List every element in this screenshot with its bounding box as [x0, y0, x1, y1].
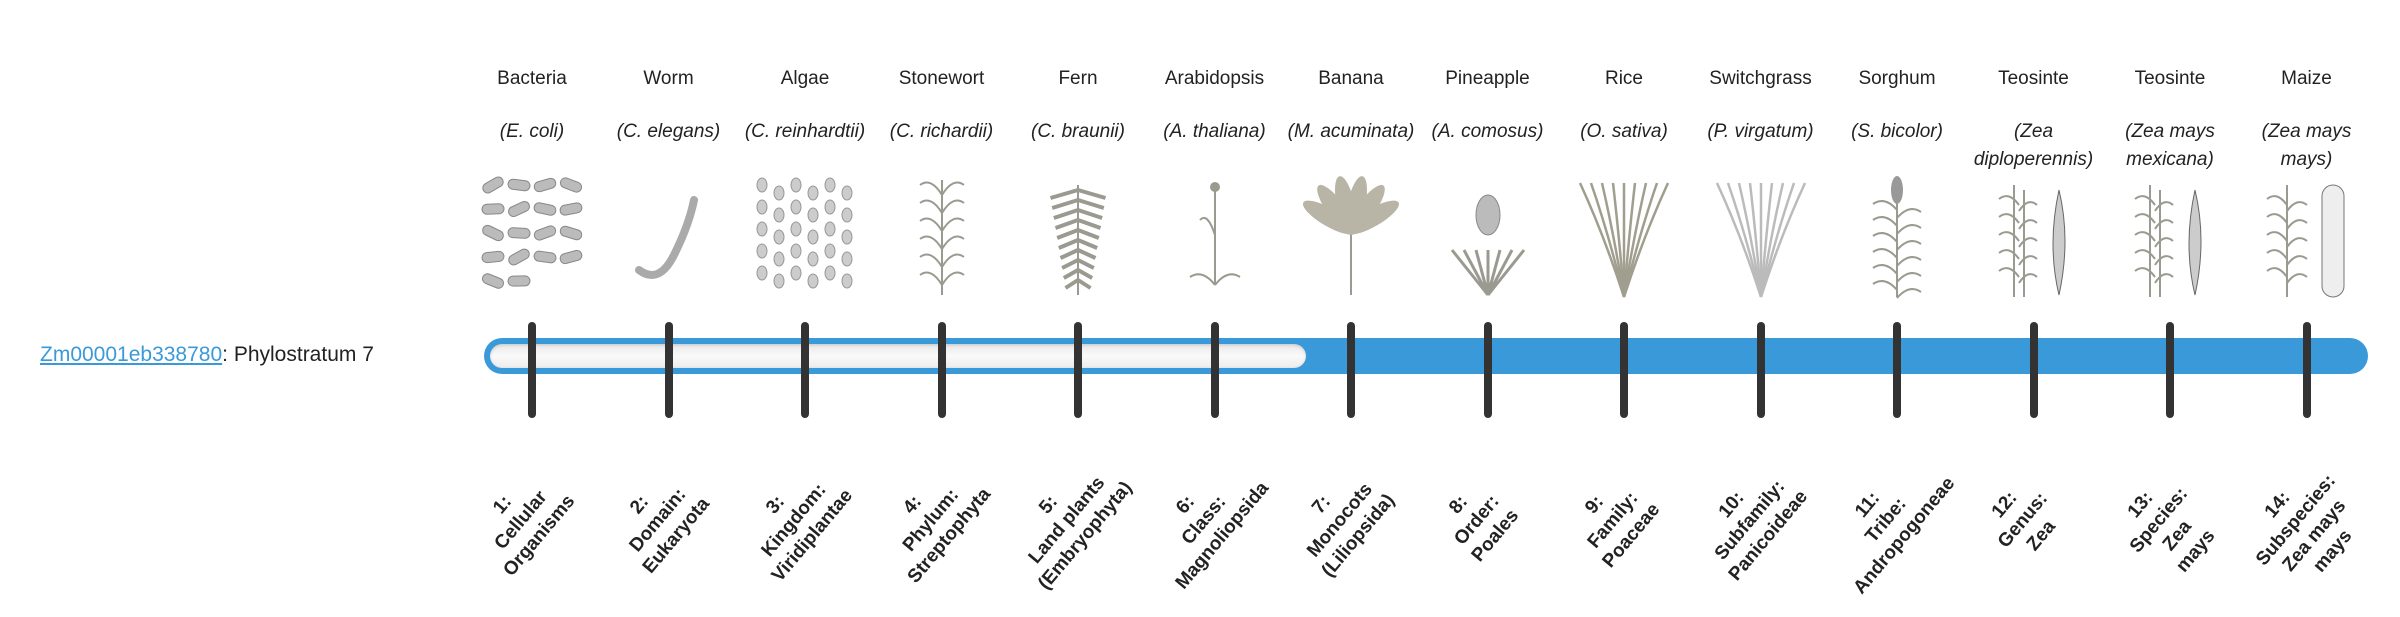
organism-species: (C. richardii) — [889, 121, 994, 142]
organism-name: Teosinte — [1998, 68, 2069, 89]
bacteria-illustration-icon — [477, 175, 587, 300]
stratum-label: 4: Phylum: Streptophyta — [855, 440, 1007, 601]
stratum-tick — [1210, 322, 1219, 418]
organism-species: (P. virgatum) — [1707, 121, 1814, 142]
organism-name: Bacteria — [497, 68, 567, 89]
teosinte-illustration-icon — [1979, 175, 2089, 300]
stratum-tick — [937, 322, 946, 418]
stratum-label: 13: Species: Zea mays — [2084, 440, 2254, 617]
stratum-label: 9: Family: Poaceae — [1538, 440, 1690, 601]
stratum-label: 2: Domain: Eukaryota — [582, 440, 734, 601]
phylostratum-text: Phylostratum 7 — [233, 343, 374, 366]
stratum-tick — [2029, 322, 2038, 418]
stratum-label: 7: Monocots (Liliopsida) — [1265, 440, 1417, 601]
stratum-tick — [528, 322, 536, 418]
organism-name: Pineapple — [1445, 68, 1530, 89]
maize-illustration-icon — [2252, 175, 2362, 300]
stratum-label: 14: Subspecies: Zea mays mays — [2220, 440, 2390, 617]
organism-species: (M. acuminata) — [1287, 121, 1415, 142]
stratum-label: 8: Order: Poales — [1401, 440, 1553, 601]
stratum-label: 10: Subfamily: Panicoideae — [1674, 440, 1826, 601]
organism-species: (C. braunii) — [1031, 121, 1125, 142]
organism-name: Arabidopsis — [1164, 68, 1265, 89]
stratum-tick — [1483, 322, 1492, 418]
separator: : — [222, 343, 234, 366]
organism-species: (C. reinhardtii) — [744, 121, 866, 142]
organism-species: (A. comosus) — [1431, 121, 1544, 142]
organism-name: Fern — [1058, 68, 1098, 89]
organism-species: (C. elegans) — [616, 121, 721, 142]
rice-illustration-icon — [1569, 175, 1679, 300]
fern-illustration-icon — [1023, 175, 1133, 300]
phylostratum-bar — [484, 338, 2368, 374]
teosinte-illustration-icon — [2115, 175, 2225, 300]
organism-name: Switchgrass — [1709, 68, 1812, 89]
organism-name: Algae — [780, 68, 830, 89]
stratum-tick — [1893, 322, 1901, 418]
arabidopsis-illustration-icon — [1160, 175, 1270, 300]
stratum-label: 11: Tribe: Andropogoneae — [1811, 440, 1963, 601]
stonewort-illustration-icon — [887, 175, 997, 300]
stratum-tick — [2302, 322, 2311, 418]
gene-id-link[interactable]: Zm00001eb338780 — [40, 343, 223, 366]
organism-name: Rice — [1604, 68, 1643, 89]
algae-illustration-icon — [750, 175, 860, 300]
banana-illustration-icon — [1296, 175, 1406, 300]
stratum-label: 5: Land plants (Embryophyta) — [992, 440, 1144, 601]
organism-species: (E. coli) — [499, 121, 565, 142]
pineapple-illustration-icon — [1433, 175, 1543, 300]
stratum-label: 12: Genus: Zea — [1947, 440, 2099, 601]
stratum-tick — [1756, 322, 1765, 418]
stratum-tick — [2166, 322, 2174, 418]
organism-species: (O. sativa) — [1580, 121, 1668, 142]
organism-name: Maize — [2281, 68, 2332, 89]
stratum-tick — [1347, 322, 1355, 418]
organism-name: Worm — [643, 68, 694, 89]
bar-unfilled-segment — [490, 344, 1306, 368]
sorghum-illustration-icon — [1842, 175, 1952, 300]
organism-name: Teosinte — [2134, 68, 2206, 89]
stratum-label: 3: Kingdom: Viridiplantae — [719, 440, 871, 601]
stratum-tick — [801, 322, 809, 418]
gene-phylostratum-label: Zm00001eb338780: Phylostratum 7 — [40, 340, 374, 370]
organism-name: Stonewort — [898, 68, 985, 89]
organism-name: Banana — [1318, 68, 1384, 89]
stratum-label: 1: Cellular Organisms — [446, 440, 598, 601]
stratum-label: 6: Class: Magnoliopsida — [1128, 440, 1280, 601]
switchgrass-illustration-icon — [1706, 175, 1816, 300]
organism-name: Sorghum — [1858, 68, 1936, 89]
organism-species: (A. thaliana) — [1163, 121, 1266, 142]
organism-species: (Zea mays mexicana) — [2125, 121, 2215, 170]
organism-species: (S. bicolor) — [1851, 121, 1943, 142]
stratum-tick — [1074, 322, 1082, 418]
stratum-tick — [664, 322, 673, 418]
organism-species: (Zea diploperennis) — [1973, 121, 2094, 170]
worm-illustration-icon — [614, 175, 724, 300]
organism-species: (Zea mays mays) — [2261, 121, 2352, 170]
stratum-tick — [1620, 322, 1628, 418]
